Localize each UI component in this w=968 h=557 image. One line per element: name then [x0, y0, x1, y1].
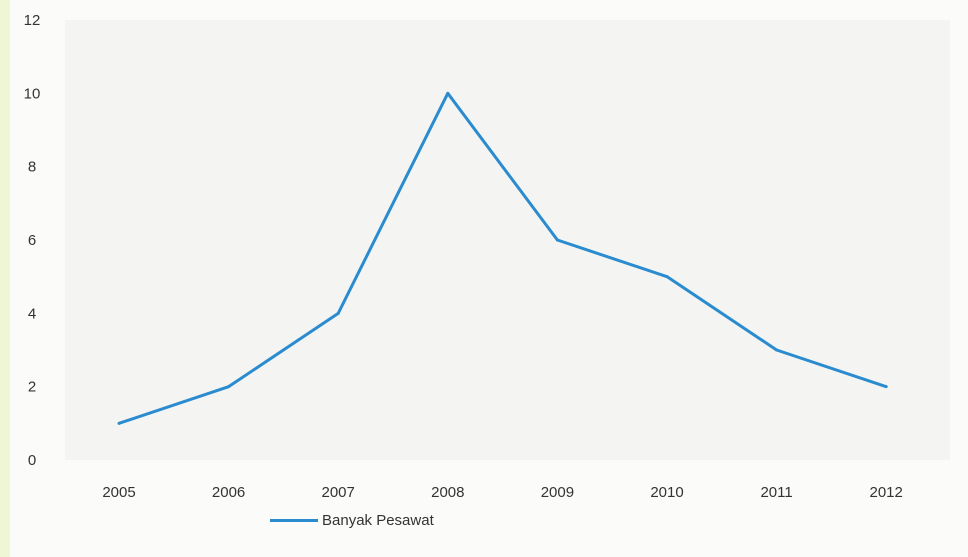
data-point: [227, 385, 231, 389]
data-point: [446, 91, 450, 95]
x-tick-label: 2010: [650, 484, 683, 501]
y-tick-label: 6: [28, 232, 36, 249]
y-tick-label: 0: [28, 452, 36, 469]
data-point: [555, 238, 559, 242]
legend-swatch: [270, 519, 318, 522]
plot-area: [65, 20, 950, 460]
x-tick-label: 2006: [212, 484, 245, 501]
series-layer: [117, 91, 888, 425]
x-tick-label: 2009: [541, 484, 574, 501]
chart-container: 0 2 4 6 8 10 12 2005 2006 2007 2008 2009 2010 2011 20…: [10, 0, 968, 557]
x-tick-label: 2011: [760, 484, 792, 501]
data-point: [117, 421, 121, 425]
x-tick-label: 2007: [322, 484, 355, 501]
x-tick-label: 2005: [102, 484, 135, 501]
data-point: [884, 385, 888, 389]
y-tick-label: 2: [28, 379, 36, 396]
legend-label: Banyak Pesawat: [322, 512, 434, 529]
data-point: [775, 348, 779, 352]
y-tick-label: 10: [24, 85, 41, 102]
x-tick-label: 2012: [870, 484, 903, 501]
data-point: [336, 311, 340, 315]
x-tick-label: 2008: [431, 484, 464, 501]
x-axis-ticks: 2005 2006 2007 2008 2009 2010 2011 2012: [102, 484, 903, 501]
y-tick-label: 4: [28, 305, 36, 322]
y-tick-label: 8: [28, 159, 36, 176]
y-axis-ticks: 0 2 4 6 8 10 12: [24, 12, 41, 469]
y-tick-label: 12: [24, 12, 41, 29]
series-line: [118, 91, 887, 425]
legend: Banyak Pesawat: [270, 512, 434, 529]
data-point: [665, 275, 669, 279]
